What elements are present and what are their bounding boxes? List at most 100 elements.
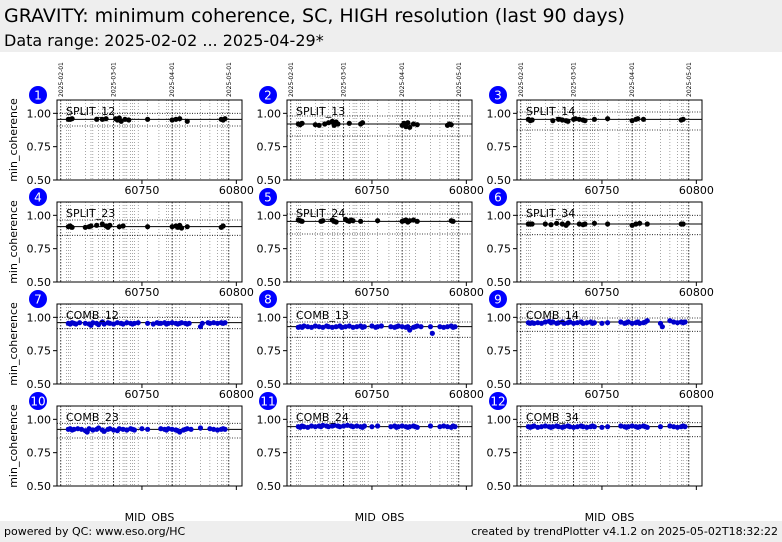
date-marker-label: 2025-02-01	[518, 62, 525, 97]
series-label: COMB_12	[66, 309, 119, 322]
data-point	[582, 118, 588, 124]
date-marker-label: 2025-04-01	[629, 62, 636, 97]
y-tick-label: 0.75	[487, 345, 512, 358]
panel-number-badge	[489, 392, 507, 410]
data-point	[361, 423, 367, 429]
data-point	[427, 324, 434, 330]
y-tick-label: 0.75	[487, 243, 512, 256]
data-point	[644, 424, 650, 430]
data-point	[605, 424, 611, 430]
y-tick-label: 1.00	[257, 311, 282, 324]
data-point	[565, 220, 571, 226]
date-marker-label: 2025-05-01	[226, 62, 233, 97]
y-tick-label: 1.00	[487, 311, 512, 324]
data-point	[605, 116, 611, 122]
data-point	[184, 224, 190, 230]
page-subtitle: Data range: 2025-02-02 ... 2025-04-29*	[4, 31, 324, 50]
y-tick-label: 0.75	[27, 243, 52, 256]
data-point	[333, 219, 339, 225]
data-point	[350, 218, 356, 224]
data-point	[177, 116, 183, 122]
data-point	[682, 319, 688, 325]
panel-comb-12: COMB_12 0.50 0.75 1.00 60750 60800 7 min_cohere…	[7, 290, 254, 401]
y-tick-label: 0.50	[27, 480, 52, 493]
data-point	[197, 425, 204, 431]
panel-number-badge	[489, 188, 507, 206]
y-axis-label: min_coherence	[7, 200, 20, 284]
y-axis-label: min_coherence	[7, 302, 20, 386]
data-point	[529, 221, 535, 227]
footer-generator: created by trendPlotter v4.1.2 on 2025-0…	[471, 525, 778, 538]
data-point	[644, 221, 650, 227]
x-tick-label: 60750	[584, 184, 619, 197]
page-title: GRAVITY: minimum coherence, SC, HIGH res…	[4, 5, 625, 27]
x-tick-label: 60750	[584, 286, 619, 299]
y-tick-label: 1.00	[487, 209, 512, 222]
data-point	[427, 423, 434, 429]
y-tick-label: 1.00	[487, 413, 512, 426]
y-tick-label: 1.00	[257, 107, 282, 120]
x-tick-label: 60800	[679, 388, 714, 401]
x-tick-label: 60800	[679, 286, 714, 299]
panel-comb-13: COMB_13 0.50 0.75 1.00 60750 60800 8	[257, 290, 484, 401]
y-tick-label: 0.50	[27, 276, 52, 289]
data-point	[605, 221, 611, 227]
page-header: GRAVITY: minimum coherence, SC, HIGH res…	[0, 0, 782, 52]
panel-number: 12	[490, 395, 505, 409]
panel-comb-14: COMB_14 0.50 0.75 1.00 60750 60800 9	[487, 290, 714, 401]
data-point	[375, 218, 381, 224]
data-point	[407, 327, 413, 333]
y-tick-label: 1.00	[487, 107, 512, 120]
data-point	[69, 224, 75, 230]
panel-number: 9	[494, 293, 502, 307]
date-marker-label: 2025-05-01	[686, 62, 693, 97]
panel-comb-24: COMB_24 0.50 0.75 1.00 11 MJD_OBS	[257, 392, 473, 524]
x-tick-label: 60750	[584, 388, 619, 401]
data-point	[145, 426, 151, 432]
panel-number: 4	[34, 191, 42, 205]
page-footer: powered by QC: www.eso.org/HC created by…	[0, 521, 782, 542]
data-point	[199, 320, 205, 326]
series-label: COMB_13	[296, 309, 349, 322]
data-point	[591, 424, 597, 430]
data-point	[359, 120, 366, 126]
data-point	[657, 424, 664, 430]
data-point	[414, 424, 420, 430]
axes-frame	[56, 303, 243, 385]
panel-number-badge	[489, 86, 507, 104]
series-label: SPLIT_13	[296, 105, 345, 118]
data-point	[529, 117, 535, 123]
data-point	[542, 221, 548, 227]
x-tick-label: 60800	[679, 184, 714, 197]
data-point	[222, 116, 228, 122]
series-label: COMB_14	[526, 309, 579, 322]
y-tick-label: 0.50	[487, 276, 512, 289]
data-point	[407, 124, 413, 130]
y-axis-label: min_coherence	[7, 98, 20, 182]
series-label: SPLIT_34	[526, 207, 575, 220]
panel-number: 3	[494, 89, 502, 103]
series-label: SPLIT_12	[66, 105, 115, 118]
data-point	[220, 223, 226, 229]
y-tick-label: 0.75	[487, 447, 512, 460]
data-point	[95, 322, 102, 328]
data-point	[145, 224, 151, 230]
panel-number: 10	[30, 395, 45, 409]
y-tick-label: 0.50	[487, 378, 512, 391]
x-axis-label: MJD_OBS	[355, 511, 405, 524]
date-marker-label: 2025-04-01	[169, 62, 176, 97]
y-tick-label: 1.00	[27, 413, 52, 426]
x-tick-label: 60800	[449, 388, 484, 401]
x-tick-label: 60750	[354, 388, 389, 401]
panel-number: 8	[264, 293, 272, 307]
data-point	[599, 424, 605, 430]
data-point	[450, 218, 456, 224]
panel-comb-34: COMB_34 0.50 0.75 1.00 12 MJD_OBS	[487, 392, 703, 524]
panel-number: 7	[34, 293, 42, 307]
date-marker-label: 2025-03-01	[571, 62, 578, 97]
x-tick-label: 60750	[354, 286, 389, 299]
data-point	[548, 222, 554, 228]
x-tick-label: 60750	[124, 286, 159, 299]
y-tick-label: 1.00	[27, 209, 52, 222]
panel-split-12: SPLIT_12 0.50 0.75 1.00 60750 60800 1 2025-02-0…	[7, 62, 254, 197]
